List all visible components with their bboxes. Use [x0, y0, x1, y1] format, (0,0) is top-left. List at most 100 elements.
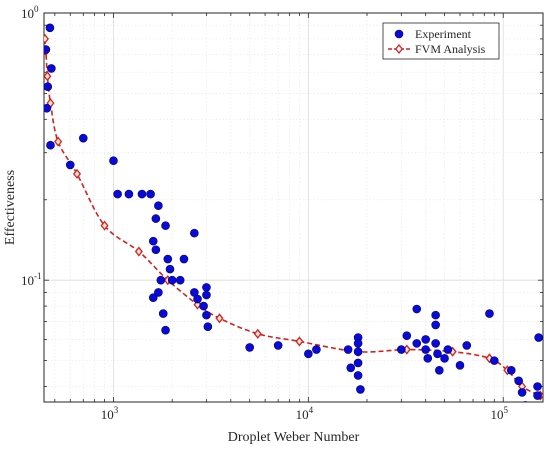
experiment-point: [156, 275, 166, 285]
experiment-point: [353, 371, 363, 380]
experiment-point: [203, 322, 213, 331]
experiment-point: [44, 45, 51, 54]
fvm-point: [134, 246, 143, 257]
experiment-point: [148, 236, 158, 246]
experiment-point: [356, 385, 365, 394]
y-tick-label: 10-1: [21, 271, 42, 288]
fvm-point: [54, 136, 63, 147]
y-tick-label-exponent: 0: [34, 4, 39, 14]
experiment-point: [462, 341, 472, 350]
experiment-point: [485, 309, 494, 318]
experiment-point: [199, 301, 208, 311]
experiment-point: [431, 320, 440, 330]
experiment-point: [397, 345, 406, 354]
fvm-point: [44, 33, 49, 44]
experiment-point: [421, 345, 430, 354]
experiment-point: [44, 82, 53, 91]
experiment-point: [202, 290, 211, 300]
experiment-point: [151, 214, 161, 223]
experiment-point: [148, 293, 158, 302]
experiment-point: [533, 391, 542, 400]
experiment-point: [113, 189, 122, 199]
experiment-point: [433, 349, 442, 359]
experiment-point: [202, 283, 211, 292]
plot-area: [44, 13, 543, 402]
experiment-point: [353, 347, 363, 356]
experiment-point: [154, 288, 163, 297]
experiment-point: [412, 339, 422, 348]
experiment-point: [44, 103, 52, 113]
plot-frame: [43, 12, 544, 403]
experiment-point: [514, 376, 523, 386]
experiment-point: [167, 275, 177, 285]
experiment-point: [423, 354, 433, 363]
experiment-point: [490, 356, 499, 365]
experiment-point: [78, 133, 88, 143]
x-tick-label: 105: [490, 405, 508, 422]
experiment-point: [179, 254, 189, 264]
experiment-point: [431, 310, 440, 320]
x-tick-label-exponent: 5: [503, 405, 508, 415]
experiment-point: [440, 354, 449, 363]
legend-box: [382, 22, 500, 60]
experiment-point: [151, 245, 161, 255]
fvm-point: [253, 328, 262, 339]
experiment-point: [402, 331, 412, 340]
experiment-point: [45, 23, 55, 33]
fvm-point: [295, 336, 304, 347]
experiment-point: [47, 64, 56, 73]
fvm-point: [44, 71, 52, 82]
experiment-point: [346, 363, 356, 373]
experiment-point: [412, 304, 422, 314]
experiment-point: [245, 343, 254, 352]
y-tick-label-exponent: -1: [34, 271, 42, 281]
experiment-point: [533, 382, 542, 391]
experiment-point: [109, 156, 118, 166]
experiment-point: [193, 294, 202, 304]
experiment-point: [273, 341, 283, 350]
experiment-point: [506, 365, 516, 375]
legend-fvm-marker: [394, 43, 404, 55]
experiment-point: [146, 189, 155, 199]
experiment-point: [154, 201, 163, 211]
experiment-point: [161, 221, 170, 230]
series-experiment: [44, 23, 543, 402]
experiment-point: [304, 349, 313, 359]
experiment-point: [353, 358, 363, 368]
experiment-point: [343, 345, 353, 354]
legend-experiment-marker: [394, 29, 404, 39]
experiment-point: [312, 345, 321, 354]
legend-experiment-label: Experiment: [415, 27, 472, 41]
experiment-point: [46, 140, 55, 150]
experiment-point: [163, 254, 173, 264]
x-tick-label-exponent: 4: [309, 405, 314, 415]
experiment-point: [175, 275, 185, 285]
fvm-point: [72, 168, 82, 179]
x-axis-label: Droplet Weber Number: [228, 430, 360, 445]
experiment-point: [202, 310, 211, 320]
experiment-point: [443, 345, 453, 354]
legend-fvm-label: FVM Analysis: [415, 42, 486, 56]
experiment-point: [522, 401, 529, 402]
fvm-point: [215, 313, 224, 324]
experiment-point: [190, 228, 199, 238]
y-axis-label: Effectiveness: [3, 170, 18, 245]
experiment-point: [421, 335, 430, 344]
x-tick-label: 104: [296, 405, 314, 422]
experiment-point: [65, 160, 75, 170]
fvm-point: [485, 353, 494, 364]
experiment-point: [517, 388, 527, 397]
x-tick-label: 103: [101, 405, 119, 422]
experiment-point: [353, 339, 363, 348]
experiment-point: [435, 365, 444, 375]
experiment-point: [165, 264, 175, 274]
experiment-point: [158, 309, 168, 318]
experiment-point: [534, 333, 543, 342]
x-tick-label-exponent: 3: [114, 405, 119, 415]
fvm-point: [100, 220, 109, 231]
experiment-point: [124, 189, 134, 199]
experiment-point: [137, 189, 147, 199]
